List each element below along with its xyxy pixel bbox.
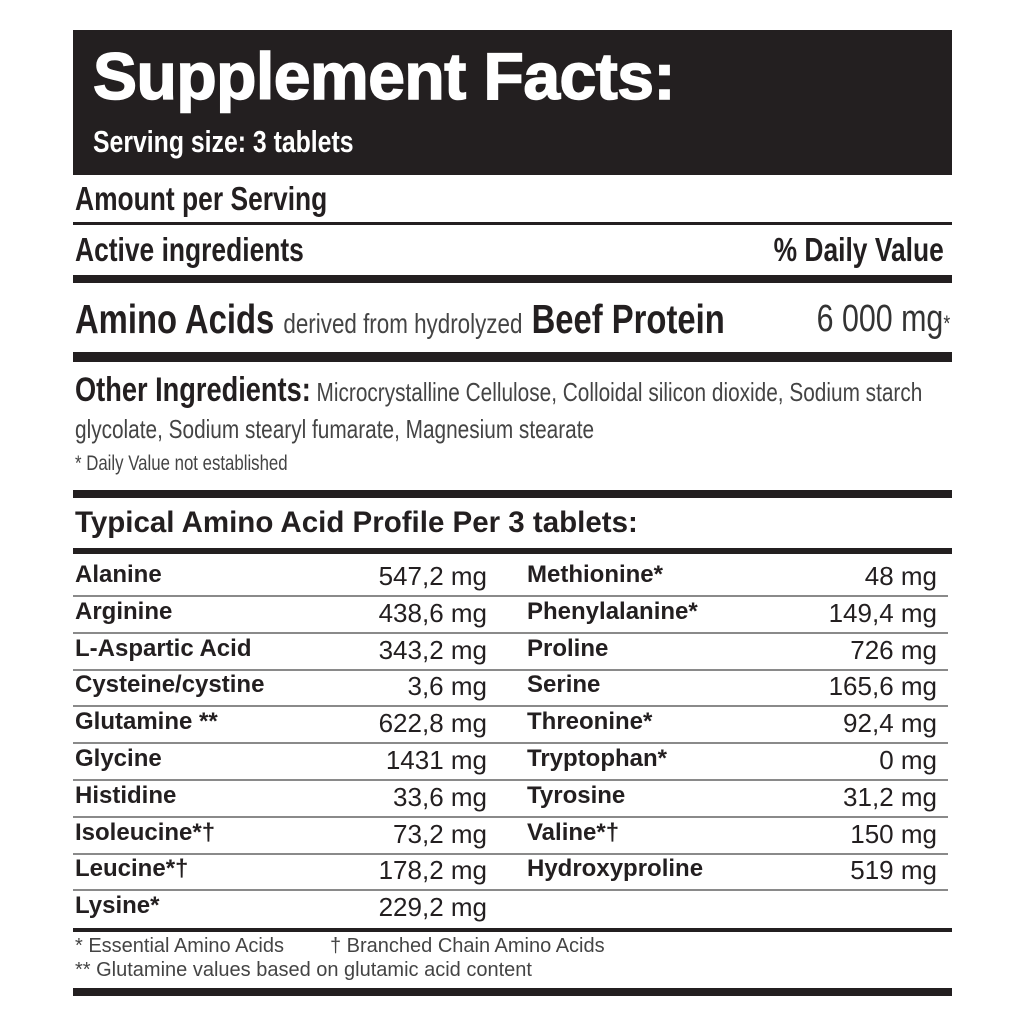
divider-thick [73, 490, 952, 498]
table-row: Alanine 547,2 mg Methionine* 48 mg [73, 558, 948, 597]
table-row: Glycine 1431 mg Tryptophan* 0 mg [73, 742, 948, 781]
active-ingredients-text: Active ingredients [75, 231, 304, 268]
amino-value: 519 mg [850, 855, 937, 886]
amino-value: 165,6 mg [828, 671, 937, 702]
table-row: Arginine 438,6 mg Phenylalanine* 149,4 mg [73, 595, 948, 634]
divider [73, 928, 952, 932]
active-ingredient-row: Amino Acids derived from hydrolyzed Beef… [75, 296, 954, 343]
amino-value: 48 mg [864, 561, 937, 591]
amino-name: Arginine [75, 597, 173, 625]
table-row: Leucine*† 178,2 mg Hydroxyproline 519 mg [73, 852, 948, 892]
amino-value: 33,6 mg [393, 781, 487, 812]
ingredient-amount: 6 000 mg* [817, 298, 951, 341]
table-row: Lysine* 229,2 mg [73, 889, 948, 926]
amino-name: Tyrosine [527, 781, 626, 809]
table-row: Cysteine/cystine 3,6 mg Serine 165,6 mg [73, 668, 948, 708]
amino-value: 229,2 mg [378, 892, 487, 923]
amino-value: 438,6 mg [378, 597, 487, 628]
divider-thick [73, 275, 952, 283]
footnote-essential: * Essential Amino Acids [75, 935, 284, 957]
amino-name: Methionine* [527, 561, 663, 588]
daily-value-label: % Daily Value [773, 231, 944, 268]
table-row: Isoleucine*† 73,2 mg Valine*† 150 mg [73, 816, 948, 855]
other-ingredients-label: Other Ingredients: [75, 371, 311, 409]
serving-size: Serving size: 3 tablets [93, 124, 354, 159]
amino-name: Proline [527, 634, 609, 662]
amino-name: Glycine [75, 745, 162, 772]
active-ingredients-label: Active ingredients % Daily Value [75, 231, 954, 269]
amino-value: 547,2 mg [378, 561, 487, 591]
amino-value: 726 mg [850, 634, 937, 665]
amino-name: Glutamine ** [75, 708, 218, 736]
ingredient-name: Amino Acids [75, 296, 275, 342]
amino-name: Threonine* [527, 708, 653, 736]
other-ingredients: Other Ingredients: Microcrystalline Cell… [75, 372, 954, 448]
divider-thick [73, 352, 952, 362]
ingredient-protein: Beef Protein [531, 296, 725, 342]
amino-name: L-Aspartic Acid [75, 634, 252, 662]
amino-value: 343,2 mg [378, 634, 487, 665]
amino-name: Isoleucine*† [75, 818, 216, 846]
table-row: Glutamine ** 622,8 mg Threonine* 92,4 mg [73, 705, 948, 745]
amino-name: Histidine [75, 781, 177, 809]
amino-value: 1431 mg [385, 745, 487, 775]
daily-value-note: * Daily Value not established [75, 452, 288, 475]
facts-header: Supplement Facts: Serving size: 3 tablet… [73, 30, 952, 175]
amount-per-serving: Amount per Serving [75, 180, 328, 217]
divider-thick [73, 988, 952, 996]
amino-name: Phenylalanine* [527, 597, 698, 625]
amino-value: 31,2 mg [843, 781, 937, 812]
amino-name: Tryptophan* [527, 745, 668, 772]
footnote-glutamine: ** Glutamine values based on glutamic ac… [75, 959, 532, 981]
page-title: Supplement Facts: [92, 38, 676, 114]
amino-name: Hydroxyproline [527, 855, 704, 883]
footnote-bcaa: † Branched Chain Amino Acids [330, 935, 605, 957]
table-row: L-Aspartic Acid 343,2 mg Proline 726 mg [73, 632, 948, 671]
other-ingredients-text: Microcrystalline Cellulose, Colloidal si… [75, 377, 923, 444]
divider [73, 222, 952, 225]
amino-name: Leucine*† [75, 855, 189, 883]
divider-thick [73, 548, 952, 554]
amount-value: 6 000 mg [816, 298, 944, 340]
amino-value: 622,8 mg [378, 708, 487, 739]
ingredient-source: derived from hydrolyzed [283, 308, 523, 339]
amino-name: Serine [527, 671, 601, 699]
amount-mark: * [943, 311, 951, 336]
profile-title: Typical Amino Acid Profile Per 3 tablets… [75, 506, 638, 539]
amino-value: 73,2 mg [393, 818, 487, 849]
amino-value: 0 mg [879, 745, 937, 775]
amino-value: 150 mg [850, 818, 937, 849]
amino-value: 178,2 mg [378, 855, 487, 886]
amino-name: Lysine* [75, 892, 160, 920]
amino-name: Valine*† [527, 818, 620, 846]
amino-name: Cysteine/cystine [75, 671, 265, 699]
amino-value: 92,4 mg [843, 708, 937, 739]
amino-name: Alanine [75, 561, 162, 588]
table-row: Histidine 33,6 mg Tyrosine 31,2 mg [73, 779, 948, 818]
amino-value: 149,4 mg [828, 597, 937, 628]
amino-value: 3,6 mg [407, 671, 488, 702]
